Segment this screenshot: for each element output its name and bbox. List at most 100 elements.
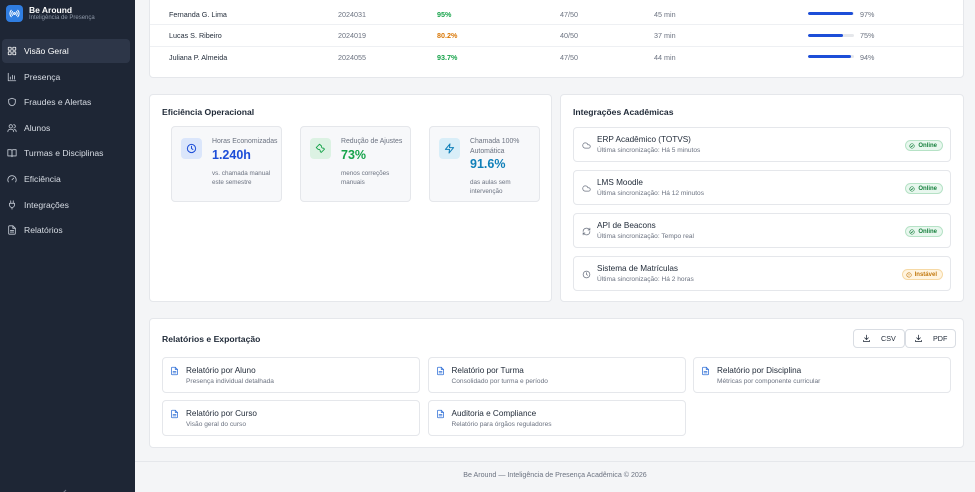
attendance-rate: 93.7% (437, 53, 458, 62)
integration-name: Sistema de Matrículas (597, 264, 678, 273)
clock-icon (181, 138, 202, 159)
report-tile[interactable]: Auditoria e Compliance Relatório para órg… (427, 400, 686, 436)
sidebar-item-eficiencia[interactable]: Eficiência (2, 167, 130, 191)
users-icon (7, 123, 24, 133)
integration-sync: Última sincronização: Tempo real (597, 233, 694, 240)
sidebar: Be Around Inteligência de Presença Visão… (0, 0, 135, 492)
efficiency-tile: Chamada 100% Automática 91.6% das aulas se… (429, 126, 540, 202)
chevron-left-icon[interactable] (60, 484, 70, 492)
student-name: Fernanda G. Lima (169, 9, 227, 19)
status-label: Online (918, 228, 937, 235)
status-label: Instável (914, 271, 937, 278)
gauge-icon (7, 174, 24, 184)
integration-name: ERP Acadêmico (TOTVS) (597, 135, 691, 144)
grid-icon (7, 46, 24, 56)
avg-time: 45 min (654, 9, 676, 19)
brand-subtitle: Inteligência de Presença (29, 15, 95, 22)
report-tile[interactable]: Relatório por Disciplina Métricas por com… (693, 357, 951, 393)
sidebar-item-presenca[interactable]: Presença (2, 65, 130, 89)
report-tile[interactable]: Relatório por Turma Consolidado por turma… (427, 357, 686, 393)
alert-circle-icon (906, 271, 915, 278)
table-row[interactable]: Fernanda G. Lima 2024031 95% 47/50 45 min 97% (150, 4, 963, 25)
efficiency-desc: vs. chamada manual este semestre (212, 170, 271, 186)
report-title: Relatório por Turma (451, 366, 524, 375)
attended-classes: 47/50 (560, 9, 578, 19)
report-title: Relatório por Curso (186, 409, 257, 418)
integration-item[interactable]: ERP Acadêmico (TOTVS) Última sincronizaçã… (573, 127, 951, 162)
download-icon (915, 334, 922, 342)
score-bar-fill (808, 33, 843, 37)
main-content: Fernanda G. Lima 2024031 95% 47/50 45 min 97%… (135, 0, 975, 492)
sidebar-item-label: Integrações (24, 199, 69, 210)
integrations-card: Integrações Acadêmicas ERP Acadêmico (TO… (560, 94, 964, 302)
export-csv-button[interactable]: CSV (853, 329, 905, 348)
sidebar-item-integracoes[interactable]: Integrações (2, 193, 130, 217)
cloud-icon (582, 184, 591, 193)
efficiency-label: Redução de Ajustes (341, 138, 403, 145)
status-badge: Online (905, 183, 943, 194)
wrench-icon (310, 138, 331, 159)
status-label: Online (918, 142, 937, 149)
efficiency-title: Eficiência Operacional (162, 107, 255, 117)
sidebar-item-relatorios[interactable]: Relatórios (2, 218, 130, 242)
file-icon (7, 225, 24, 235)
efficiency-tile: Redução de Ajustes 73% menos correções man… (300, 126, 411, 202)
integration-name: LMS Moodle (597, 178, 643, 187)
student-table: Fernanda G. Lima 2024031 95% 47/50 45 min 97%… (149, 0, 964, 78)
sidebar-item-label: Fraudes e Alertas (24, 97, 92, 108)
download-icon (863, 334, 870, 342)
score-bar (808, 12, 854, 15)
report-tile[interactable]: Relatório por Aluno Presença individual d… (162, 357, 420, 393)
brand[interactable]: Be Around Inteligência de Presença (0, 0, 135, 24)
efficiency-desc: menos correções manuais (341, 170, 390, 186)
sidebar-item-label: Presença (24, 71, 61, 82)
table-row[interactable]: Juliana P. Almeida 2024055 93.7% 47/50 44 mi… (150, 47, 963, 68)
score-value: 97% (860, 9, 875, 19)
integration-item[interactable]: LMS Moodle Última sincronização: Há 12 mi… (573, 170, 951, 205)
efficiency-desc: das aulas sem intervenção (470, 179, 511, 195)
status-badge: Online (905, 140, 943, 151)
student-name: Lucas S. Ribeiro (169, 31, 222, 40)
book-icon (7, 148, 24, 158)
efficiency-value: 91.6% (470, 157, 506, 171)
file-icon (436, 366, 445, 376)
report-subtitle: Presença individual detalhada (186, 378, 274, 385)
status-badge: Online (905, 226, 943, 237)
student-id: 2024031 (338, 9, 366, 19)
brand-name: Be Around (29, 4, 73, 15)
avg-time: 37 min (654, 31, 676, 40)
sidebar-item-fraudes-e-alertas[interactable]: Fraudes e Alertas (2, 90, 130, 114)
integration-item[interactable]: API de Beacons Última sincronização: Temp… (573, 213, 951, 248)
check-circle-icon (909, 228, 918, 235)
export-pdf-button[interactable]: PDF (905, 329, 957, 348)
integration-item[interactable]: Sistema de Matrículas Última sincronizaçã… (573, 256, 951, 291)
export-pdf-label: PDF (933, 334, 948, 343)
file-icon (701, 366, 710, 376)
integration-sync: Última sincronização: Há 5 minutos (597, 147, 701, 154)
efficiency-label: Horas Economizadas (212, 138, 278, 145)
score-bar-fill (808, 55, 852, 58)
reports-card: Relatórios e Exportação CSV PDF Relatóri… (149, 318, 964, 448)
check-circle-icon (909, 142, 918, 149)
sidebar-item-label: Visão Geral (24, 46, 69, 56)
integration-sync: Última sincronização: Há 2 horas (597, 276, 694, 283)
sidebar-item-label: Relatórios (24, 225, 63, 236)
sidebar-item-label: Turmas e Disciplinas (24, 148, 104, 159)
sidebar-item-turmas-e-disciplinas[interactable]: Turmas e Disciplinas (2, 141, 130, 165)
cloud-icon (582, 141, 591, 150)
report-tile[interactable]: Relatório por Curso Visão geral do curso (162, 400, 420, 436)
score-value: 75% (860, 31, 875, 40)
report-title: Auditoria e Compliance (451, 409, 537, 418)
report-subtitle: Relatório para órgãos reguladores (451, 421, 552, 428)
bolt-icon (439, 138, 460, 159)
sidebar-item-label: Eficiência (24, 173, 61, 184)
sidebar-item-alunos[interactable]: Alunos (2, 116, 130, 140)
efficiency-card: Eficiência Operacional Horas Economizada… (149, 94, 552, 302)
efficiency-value: 1.240h (212, 148, 251, 162)
sidebar-item-visao-geral[interactable]: Visão Geral (2, 39, 130, 63)
footer-divider (135, 461, 975, 462)
report-subtitle: Visão geral do curso (186, 421, 246, 428)
table-row[interactable]: Lucas S. Ribeiro 2024019 80.2% 40/50 37 min 7… (150, 26, 963, 47)
sidebar-nav: Visão Geral Presença Fraudes e Alertas Alun… (0, 39, 135, 242)
footer: Be Around — Inteligência de Presença Aca… (463, 471, 647, 479)
